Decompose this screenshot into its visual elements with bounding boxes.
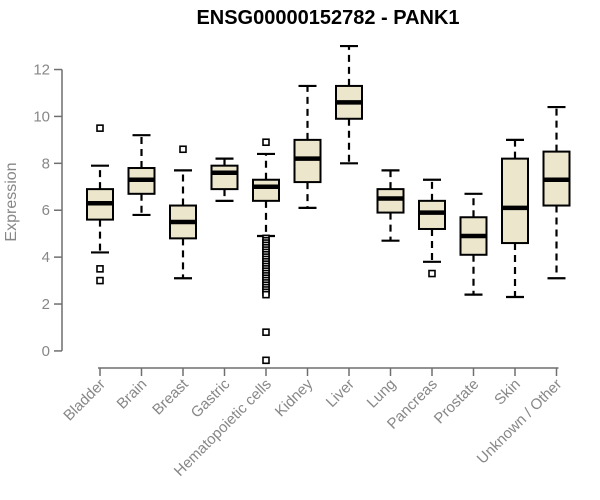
box [376,188,405,214]
y-tick-label: 4 [42,249,50,266]
outlier-point [428,269,436,278]
y-tick-label: 8 [42,155,50,172]
boxplot-prostate [459,192,488,296]
boxplot-bladder [86,124,114,285]
boxplot-pancreas [418,178,446,278]
y-tick-label: 6 [42,202,50,219]
outlier-point [262,356,270,365]
boxplot-skin [501,138,529,299]
y-tick-label: 2 [42,296,50,313]
boxplot-breast [169,145,197,280]
boxplot-unknown-other [542,105,571,280]
box [210,164,239,191]
box [501,157,529,245]
x-category-label: Liver [323,376,358,411]
box [293,138,322,184]
y-axis-label: Expression [3,162,20,241]
y-tick-label: 12 [33,62,50,79]
outlier-point [96,265,104,273]
y-tick-label: 0 [42,343,50,360]
box [418,199,446,230]
boxplot-lung [376,169,405,242]
y-tick-label: 10 [33,108,50,125]
x-category-label: Prostate [431,376,483,428]
x-category-label: Breast [149,375,192,418]
boxplot-liver [335,44,363,165]
boxplot-brain [127,134,156,217]
x-category-label: Bladder [60,376,109,425]
boxplot-gastric [210,157,239,202]
chart-title: ENSG00000152782 - PANK1 [196,7,459,29]
boxplot-kidney [293,84,322,209]
outlier-point [262,290,270,299]
x-category-label: Skin [491,376,524,409]
outlier-point [262,328,270,336]
x-category-label: Kidney [272,375,317,420]
outlier-point [262,138,270,147]
x-category-label: Lung [364,376,400,412]
outlier-point [179,145,187,154]
outlier-point [96,124,104,132]
box [252,178,280,202]
boxplot-hematopoietic-cells [252,138,280,365]
x-category-label: Brain [114,376,151,413]
outlier-point [96,276,104,285]
